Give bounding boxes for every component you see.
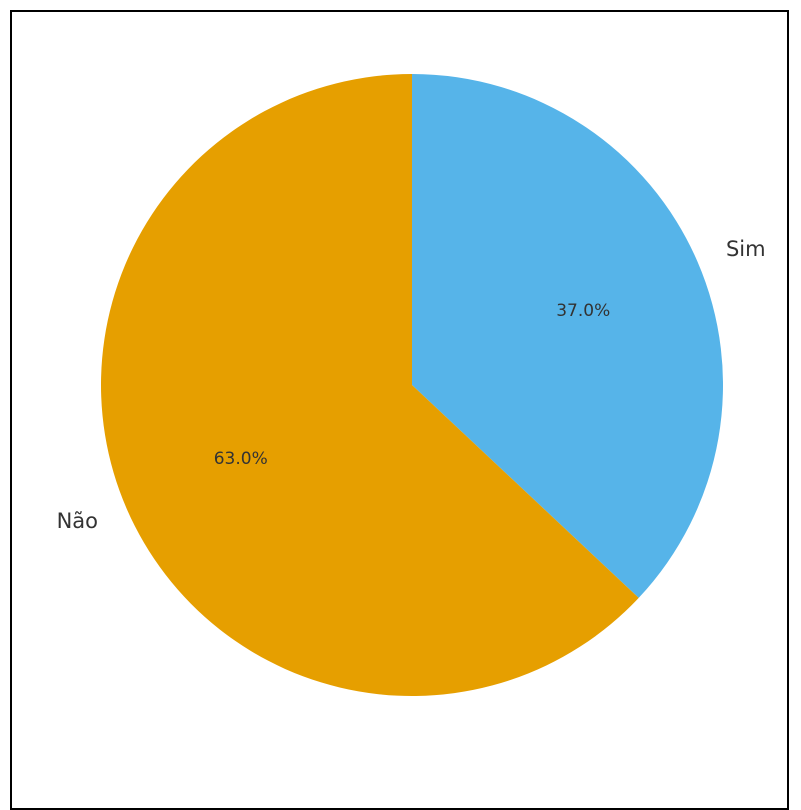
pie-slice-sim — [412, 74, 723, 598]
slice-percent-label: 63.0% — [214, 449, 268, 469]
pie-chart: Sim 37.0% Não 63.0% — [57, 74, 766, 696]
slice-label: Sim — [726, 237, 766, 261]
pie-slice-não — [100, 74, 639, 696]
slice-percent-label: 37.0% — [556, 301, 610, 321]
slice-label: Não — [57, 509, 98, 533]
pie-labels: Sim 37.0% Não 63.0% — [57, 237, 766, 533]
pie-slices — [100, 74, 723, 696]
